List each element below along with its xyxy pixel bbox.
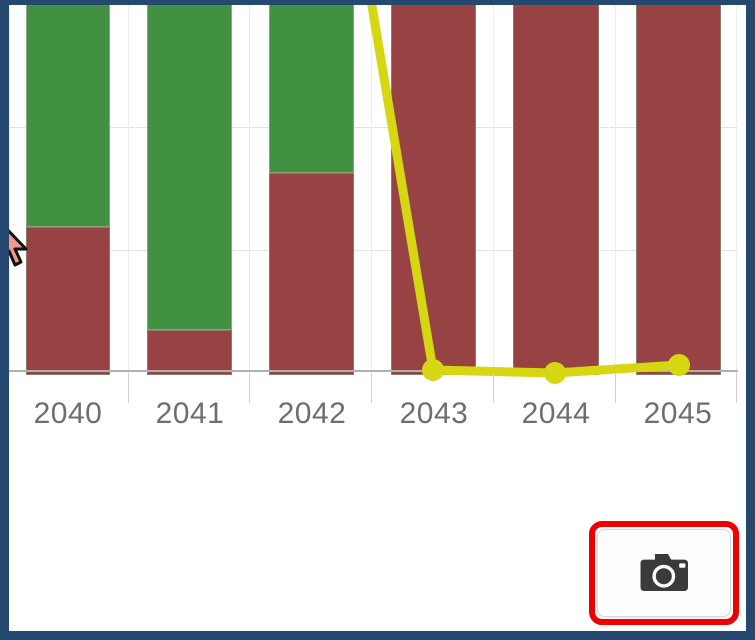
bar-segment-green[interactable] <box>26 5 110 227</box>
x-axis-tick <box>615 373 616 403</box>
bar-2041[interactable] <box>147 5 232 375</box>
bar-segment-red[interactable] <box>26 227 110 375</box>
x-axis-tick <box>493 373 494 403</box>
camera-snapshot-button[interactable] <box>597 529 731 617</box>
x-axis-label-2040: 2040 <box>33 397 103 430</box>
bar-2043[interactable] <box>391 5 476 375</box>
gridline-vertical <box>736 5 737 376</box>
bar-segment-red[interactable] <box>636 5 721 375</box>
gridline-vertical <box>9 5 10 376</box>
bar-segment-red[interactable] <box>147 330 232 375</box>
bar-segment-red[interactable] <box>513 5 599 375</box>
x-axis-label-2041: 2041 <box>155 397 225 430</box>
gridline-vertical <box>615 5 616 376</box>
bar-segment-red[interactable] <box>391 5 476 375</box>
plot-area[interactable] <box>9 5 746 376</box>
bar-2040[interactable] <box>26 5 110 375</box>
bar-segment-green[interactable] <box>147 5 232 330</box>
x-axis-tick <box>371 373 372 403</box>
x-axis-tick <box>249 373 250 403</box>
x-axis-label-2045: 2045 <box>643 397 713 430</box>
gridline-vertical <box>128 5 129 376</box>
camera-icon <box>640 554 688 591</box>
chart-panel: 2040 2041 2042 2043 2044 2045 <box>9 5 746 445</box>
x-axis-label-2044: 2044 <box>521 397 591 430</box>
camera-button-highlight <box>589 521 739 625</box>
x-axis-label-2042: 2042 <box>277 397 347 430</box>
gridline-vertical <box>493 5 494 376</box>
x-axis-line <box>9 370 738 372</box>
x-axis-label-2043: 2043 <box>399 397 469 430</box>
bar-2042[interactable] <box>269 5 354 375</box>
gridline-horizontal <box>9 250 738 251</box>
gridline-horizontal <box>9 127 738 128</box>
bar-segment-green[interactable] <box>269 5 354 173</box>
bar-2044[interactable] <box>513 5 599 375</box>
x-axis-tick <box>736 373 737 403</box>
x-axis-tick <box>128 373 129 403</box>
gridline-vertical <box>249 5 250 376</box>
gridline-vertical <box>371 5 372 376</box>
bar-segment-red[interactable] <box>269 173 354 375</box>
bar-2045[interactable] <box>636 5 721 375</box>
